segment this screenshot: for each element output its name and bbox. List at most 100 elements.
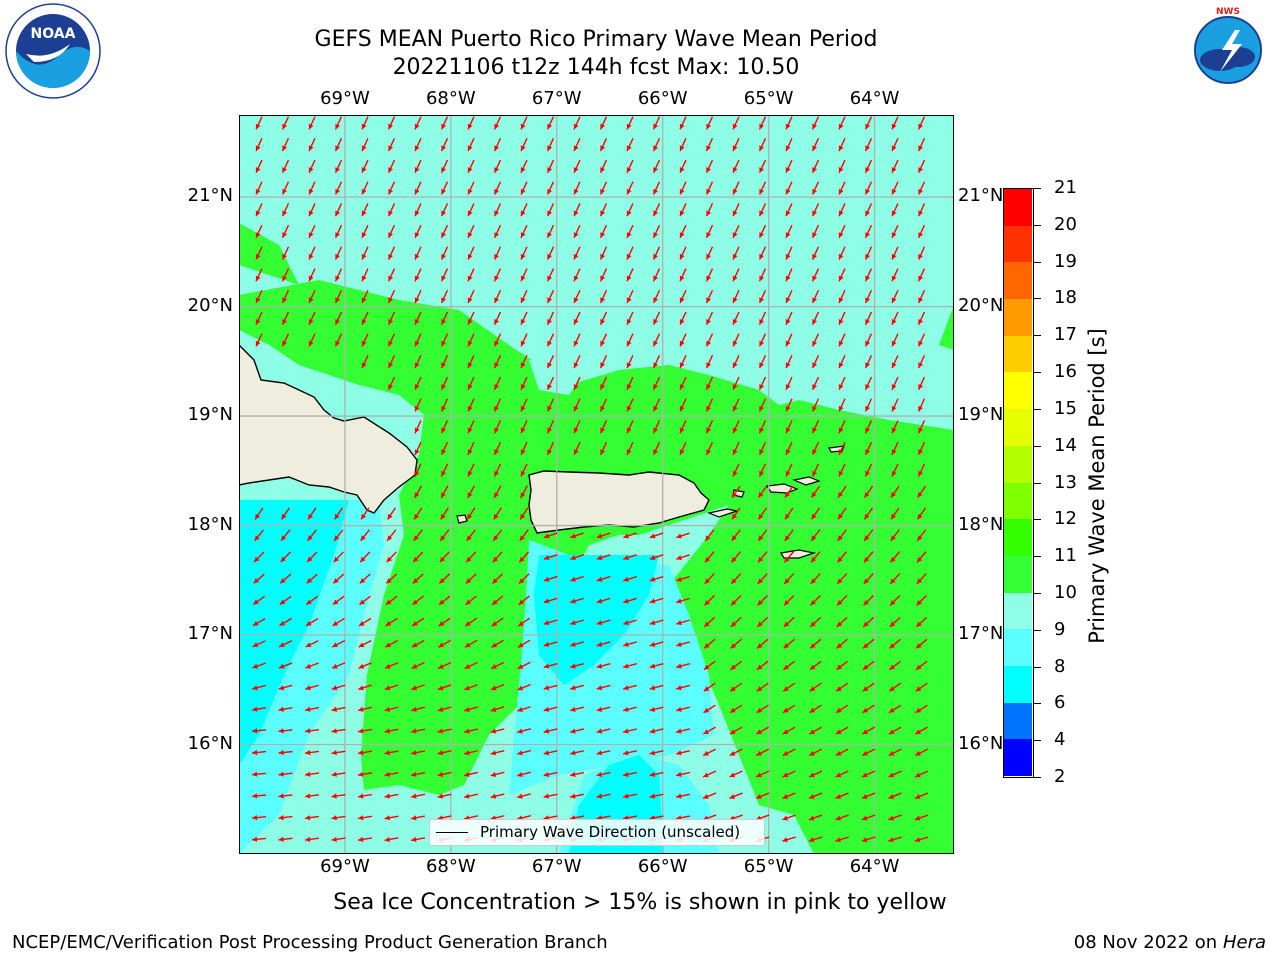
wave-arrow — [520, 333, 528, 347]
wave-arrow — [518, 551, 530, 563]
wave-arrow — [278, 662, 293, 669]
wave-arrow — [676, 684, 690, 691]
wave-arrow — [679, 441, 687, 456]
wave-arrow — [278, 836, 293, 842]
wave-arrow — [891, 138, 899, 152]
wave-arrow — [520, 420, 528, 434]
wave-arrow — [783, 551, 795, 563]
wave-arrow — [785, 311, 793, 325]
wave-arrow — [758, 398, 767, 412]
colorbar-tick-mark — [1034, 335, 1041, 337]
wave-arrow — [384, 836, 399, 843]
wave-arrow — [358, 684, 372, 691]
wave-arrow — [596, 728, 611, 734]
wave-arrow — [410, 836, 426, 843]
wave-arrow — [809, 682, 822, 692]
wave-arrow — [891, 420, 899, 434]
wave-arrow — [440, 181, 449, 195]
wave-arrow — [705, 441, 714, 456]
colorbar-segment — [1004, 262, 1032, 300]
wave-arrow — [414, 333, 422, 347]
wave-arrow — [358, 595, 372, 606]
wave-arrow — [278, 640, 293, 648]
wave-arrow — [493, 311, 502, 325]
wave-arrow — [520, 268, 528, 282]
wave-arrow — [333, 551, 344, 563]
wave-arrow — [464, 793, 478, 799]
wave-arrow — [732, 420, 740, 434]
wave-arrow — [255, 181, 263, 195]
wave-arrow — [573, 268, 581, 282]
wave-arrow — [279, 595, 292, 606]
wave-arrow — [757, 594, 768, 606]
wave-arrow — [649, 554, 664, 561]
wave-arrow — [729, 726, 743, 735]
wave-arrow — [387, 203, 396, 217]
wave-arrow — [891, 289, 899, 304]
wave-arrow — [467, 420, 475, 434]
wave-arrow — [652, 441, 661, 456]
wave-arrow — [464, 771, 478, 777]
wave-arrow — [546, 268, 555, 282]
wave-arrow — [676, 575, 690, 582]
wave-arrow — [782, 770, 796, 778]
wave-arrow — [490, 771, 505, 777]
wave-arrow — [490, 749, 505, 756]
wave-arrow — [890, 485, 900, 499]
wave-arrow — [756, 660, 769, 671]
wave-arrow — [493, 485, 502, 499]
wave-arrow — [623, 750, 637, 756]
wave-arrow — [810, 529, 821, 542]
wave-arrow — [358, 706, 372, 712]
wave-arrow — [705, 181, 714, 195]
wave-arrow — [520, 181, 528, 195]
wave-arrow — [888, 770, 902, 778]
wave-arrow — [785, 246, 793, 260]
wave-arrow — [599, 138, 608, 152]
wave-arrow — [702, 770, 717, 778]
colorbar-segment — [1004, 445, 1032, 483]
colorbar-segment — [1004, 592, 1032, 630]
wave-arrow — [465, 595, 477, 606]
wave-arrow — [306, 551, 318, 563]
wave-arrow — [334, 181, 343, 195]
wave-arrow — [808, 814, 823, 821]
wave-arrow — [917, 246, 926, 260]
wave-arrow — [785, 159, 793, 174]
wave-arrow — [889, 573, 901, 585]
wave-arrow — [411, 684, 425, 691]
wave-arrow — [891, 376, 899, 391]
wave-arrow — [758, 420, 767, 434]
wave-arrow — [705, 398, 714, 412]
wave-arrow — [676, 641, 690, 647]
wave-arrow — [493, 268, 502, 282]
wave-arrow — [596, 575, 611, 582]
lat-label-left: 17°N — [187, 623, 233, 645]
wave-arrow — [891, 311, 899, 325]
colorbar-tick-mark — [1034, 519, 1041, 521]
wave-arrow — [279, 617, 292, 627]
wave-arrow — [570, 575, 584, 582]
wave-arrow — [464, 706, 478, 712]
wave-arrow — [758, 355, 767, 369]
lat-label-left: 19°N — [187, 404, 233, 426]
wave-arrow — [891, 246, 899, 260]
wave-arrow — [517, 793, 531, 799]
wave-arrow — [917, 268, 926, 282]
wave-arrow — [520, 159, 528, 174]
wave-arrow — [517, 728, 531, 734]
colorbar-tick-label: 19 — [1054, 250, 1077, 272]
wave-arrow — [308, 224, 316, 239]
wave-arrow — [308, 116, 316, 130]
wave-arrow — [413, 529, 423, 542]
wave-arrow — [334, 311, 343, 325]
wave-arrow — [888, 836, 902, 843]
wave-arrow — [891, 398, 899, 412]
wave-arrow — [756, 726, 769, 735]
wave-arrow — [916, 485, 927, 499]
wave-arrow — [599, 203, 608, 217]
wave-arrow — [730, 660, 742, 671]
wave-arrow — [467, 181, 475, 195]
colorbar-tick-mark — [1034, 261, 1041, 263]
wave-arrow — [703, 616, 716, 628]
